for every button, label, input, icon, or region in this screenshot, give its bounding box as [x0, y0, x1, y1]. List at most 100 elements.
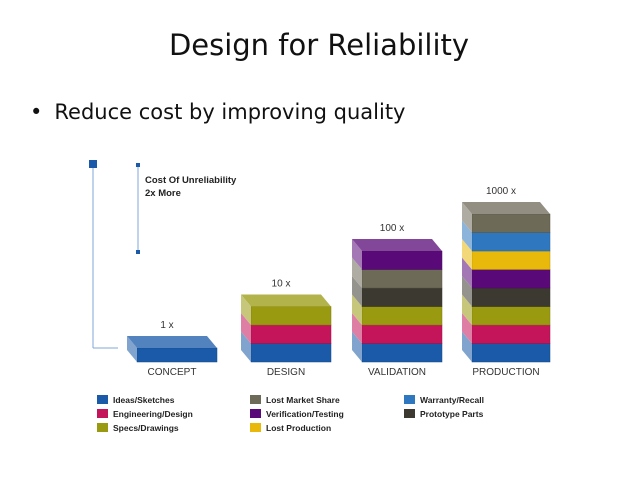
layer-front [250, 324, 332, 344]
layer-side [462, 276, 472, 307]
legend-item-engineering: Engineering/Design [97, 409, 193, 419]
stacks [127, 202, 551, 363]
legend-label: Specs/Drawings [113, 423, 179, 433]
layer-side [462, 294, 472, 325]
legend-swatch [97, 395, 108, 404]
legend-label: Ideas/Sketches [113, 395, 175, 405]
legend-swatch [250, 409, 261, 418]
layer-ideas [127, 336, 218, 363]
legend-label: Lost Market Share [266, 395, 340, 405]
stack-top [462, 202, 550, 214]
layer-front [361, 324, 443, 344]
stack-production [462, 202, 551, 363]
layer-side [352, 313, 362, 344]
multiplier-label: 1000 x [486, 186, 516, 197]
legend-item-prototype: Prototype Parts [404, 409, 484, 419]
layer-warranty [462, 220, 551, 252]
legend-item-lostprod: Lost Production [250, 423, 331, 433]
layer-lostprod [462, 239, 551, 270]
layer-side [352, 257, 362, 288]
layer-front [471, 250, 551, 270]
legend-swatch [404, 409, 415, 418]
layer-front [471, 343, 551, 363]
legend-item-lostshare: Lost Market Share [250, 395, 340, 405]
note-marker-top [136, 163, 140, 167]
legend-swatch [404, 395, 415, 404]
layer-front [471, 287, 551, 307]
stage-labels: 1 x CONCEPT 10 x DESIGN 100 x VALIDATION 1000 … [148, 186, 540, 378]
stage-name-label: VALIDATION [368, 367, 426, 378]
layer-side [462, 220, 472, 251]
layer-front [250, 343, 332, 363]
cost-note-line1: Cost Of Unreliability [145, 175, 237, 186]
layer-side [352, 276, 362, 307]
legend: Ideas/Sketches Engineering/Design Specs/Dr… [97, 395, 484, 433]
bracket-top-marker [89, 160, 97, 168]
cost-note-line2: 2x More [145, 188, 181, 199]
stack-validation [352, 239, 443, 363]
legend-label: Prototype Parts [420, 409, 484, 419]
layer-front [471, 269, 551, 289]
legend-item-specs: Specs/Drawings [97, 423, 179, 433]
layer-side [352, 239, 362, 270]
layer-front [361, 343, 443, 363]
slide-title: Design for Reliability [168, 28, 470, 62]
bullet-point: • Reduce cost by improving quality [30, 100, 405, 124]
layer-specs [352, 294, 443, 326]
layer-front [471, 306, 551, 326]
layer-side [462, 202, 472, 233]
stack-top [352, 239, 442, 251]
layer-side [462, 257, 472, 288]
layer-ideas [241, 331, 332, 363]
stack-concept [127, 336, 218, 363]
layer-front [471, 232, 551, 252]
layer-side [241, 313, 251, 344]
layer-front [361, 250, 443, 270]
layer-ideas [462, 331, 551, 363]
legend-item-ideas: Ideas/Sketches [97, 395, 175, 405]
layer-front [136, 347, 218, 363]
legend-swatch [250, 423, 261, 432]
multiplier-label: 100 x [380, 223, 404, 234]
stage-name-label: DESIGN [267, 367, 305, 378]
legend-swatch [97, 409, 108, 418]
layer-ideas [352, 331, 443, 363]
stack-design [241, 294, 332, 363]
layer-verification [462, 257, 551, 289]
layer-front [361, 287, 443, 307]
legend-item-warranty: Warranty/Recall [404, 395, 484, 405]
layer-specs [241, 294, 332, 326]
multiplier-label: 10 x [272, 279, 291, 290]
layer-side [352, 294, 362, 325]
layer-front [361, 269, 443, 289]
layer-engineering [462, 313, 551, 344]
layer-side [127, 336, 137, 362]
multiplier-label: 1 x [160, 320, 173, 331]
legend-label: Lost Production [266, 423, 331, 433]
note-marker-bottom [136, 250, 140, 254]
stack-top [241, 294, 331, 307]
layer-side [462, 239, 472, 270]
legend-label: Warranty/Recall [420, 395, 484, 405]
bullet-dot: • [30, 100, 43, 124]
layer-side [241, 331, 251, 362]
legend-swatch [250, 395, 261, 404]
cost-bracket [89, 160, 140, 349]
bullet-text: Reduce cost by improving quality [54, 100, 406, 124]
layer-front [250, 306, 332, 326]
stage-name-label: PRODUCTION [472, 367, 539, 378]
layer-prototype [462, 276, 551, 307]
stage-name-label: CONCEPT [148, 367, 197, 378]
layer-side [241, 294, 251, 325]
legend-label: Verification/Testing [266, 409, 344, 419]
layer-side [462, 331, 472, 362]
layer-side [352, 331, 362, 362]
layer-front [361, 306, 443, 326]
legend-item-verification: Verification/Testing [250, 409, 344, 419]
legend-swatch [97, 423, 108, 432]
layer-lostshare [352, 257, 443, 289]
legend-label: Engineering/Design [113, 409, 193, 419]
layer-front [471, 213, 551, 233]
layer-front [471, 324, 551, 344]
